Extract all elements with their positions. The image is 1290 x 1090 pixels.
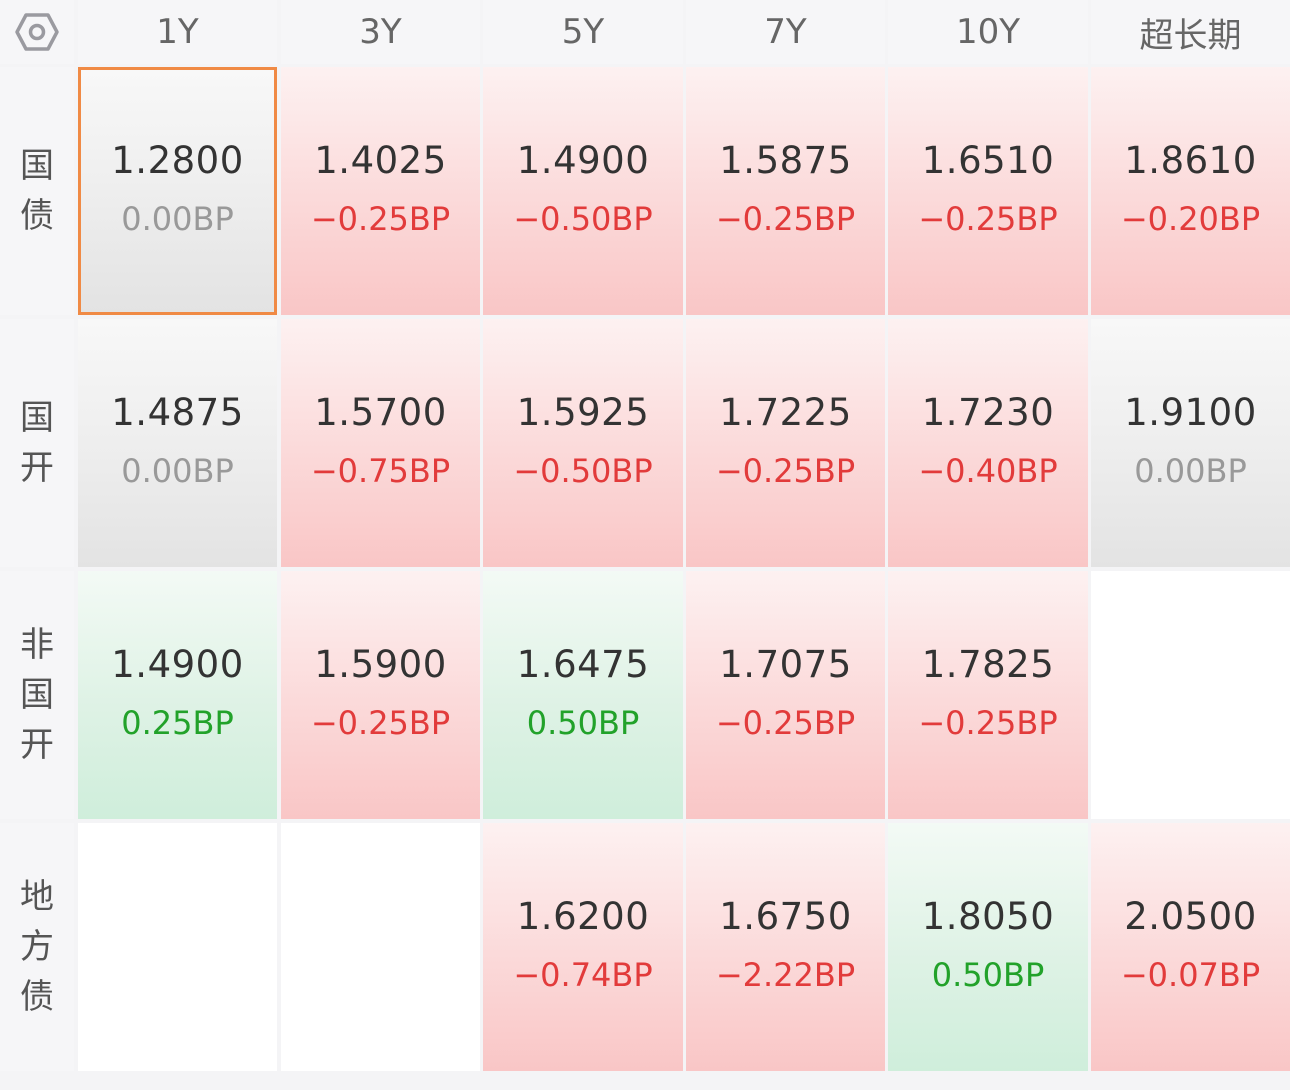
yield-change: −0.25BP (715, 451, 856, 490)
yield-change: 0.50BP (526, 703, 640, 742)
yield-change: −0.25BP (310, 703, 451, 742)
yield-cell[interactable]: 1.7825 −0.25BP (888, 571, 1088, 819)
column-header-3[interactable]: 7Y (686, 0, 885, 64)
column-header-2[interactable]: 5Y (483, 0, 683, 64)
yield-cell[interactable]: 2.0500 −0.07BP (1091, 823, 1290, 1071)
yield-value: 1.7825 (921, 642, 1055, 686)
yield-value: 1.8610 (1124, 138, 1257, 182)
row-header-char: 方 (20, 927, 54, 967)
yield-value: 1.5700 (314, 390, 447, 434)
yield-cell[interactable]: 1.5875 −0.25BP (686, 67, 885, 315)
row-header-char: 债 (20, 196, 54, 236)
yield-change: −0.07BP (1120, 955, 1261, 994)
row-header-char: 国 (20, 146, 54, 186)
yield-change: −0.25BP (918, 199, 1058, 238)
yield-change: 0.00BP (1134, 451, 1247, 490)
row-header-char: 国 (20, 398, 54, 438)
yield-value: 1.2800 (111, 138, 244, 182)
row-header-1: 国开 (0, 319, 74, 567)
yield-change: −0.25BP (715, 199, 856, 238)
yield-cell[interactable]: 1.4875 0.00BP (78, 319, 277, 567)
column-header-4[interactable]: 10Y (888, 0, 1088, 64)
yield-cell[interactable]: 1.6475 0.50BP (483, 571, 683, 819)
yield-cell[interactable]: 1.9100 0.00BP (1091, 319, 1290, 567)
yield-change: −0.25BP (715, 703, 856, 742)
yield-cell[interactable]: 1.6200 −0.74BP (483, 823, 683, 1071)
yield-cell[interactable]: 1.4900 0.25BP (78, 571, 277, 819)
yield-value: 1.5925 (516, 390, 650, 434)
yield-cell[interactable]: 1.5700 −0.75BP (281, 319, 480, 567)
yield-change: −0.75BP (310, 451, 451, 490)
yield-cell[interactable]: 1.5900 −0.25BP (281, 571, 480, 819)
yield-cell[interactable]: 1.7230 −0.40BP (888, 319, 1088, 567)
yield-change: 0.00BP (121, 199, 234, 238)
yield-value: 1.4900 (516, 138, 650, 182)
yield-change: −0.25BP (310, 199, 451, 238)
yield-value: 1.7075 (719, 642, 852, 686)
yield-change: −0.40BP (918, 451, 1058, 490)
yield-value: 1.6475 (516, 642, 650, 686)
column-header-0[interactable]: 1Y (78, 0, 277, 64)
yield-value: 1.4875 (111, 390, 244, 434)
yield-value: 1.6750 (719, 894, 852, 938)
yield-change: −0.74BP (513, 955, 653, 994)
yield-cell[interactable]: 1.4900 −0.50BP (483, 67, 683, 315)
yield-value: 1.4900 (111, 642, 244, 686)
empty-cell (1091, 571, 1290, 819)
yield-value: 1.7230 (921, 390, 1055, 434)
yield-value: 2.0500 (1124, 894, 1257, 938)
yield-cell[interactable]: 1.5925 −0.50BP (483, 319, 683, 567)
row-header-char: 开 (20, 725, 54, 765)
yield-cell[interactable]: 1.8050 0.50BP (888, 823, 1088, 1071)
yield-value: 1.6510 (921, 138, 1055, 182)
yield-value: 1.9100 (1124, 390, 1257, 434)
yield-change: −0.20BP (1120, 199, 1261, 238)
row-header-char: 开 (20, 448, 54, 488)
yield-change: 0.25BP (121, 703, 234, 742)
column-header-5[interactable]: 超长期 (1091, 0, 1290, 64)
yield-cell[interactable]: 1.4025 −0.25BP (281, 67, 480, 315)
row-header-char: 债 (20, 977, 54, 1017)
yield-change: −0.25BP (918, 703, 1058, 742)
hexagon-settings-icon (15, 13, 59, 51)
yield-value: 1.5875 (719, 138, 852, 182)
column-header-1[interactable]: 3Y (281, 0, 480, 64)
yield-value: 1.8050 (921, 894, 1055, 938)
yield-cell[interactable]: 1.7075 −0.25BP (686, 571, 885, 819)
yield-change: −2.22BP (715, 955, 856, 994)
row-header-char: 地 (20, 877, 54, 917)
row-header-char: 非 (20, 625, 54, 665)
yield-change: −0.50BP (513, 199, 653, 238)
yield-value: 1.5900 (314, 642, 447, 686)
yield-cell[interactable]: 1.6510 −0.25BP (888, 67, 1088, 315)
empty-cell (78, 823, 277, 1071)
yield-change: 0.50BP (931, 955, 1045, 994)
row-header-2: 非国开 (0, 571, 74, 819)
row-header-0: 国债 (0, 67, 74, 315)
row-header-char: 国 (20, 675, 54, 715)
row-header-3: 地方债 (0, 823, 74, 1071)
yield-cell[interactable]: 1.2800 0.00BP (78, 67, 277, 315)
yield-value: 1.7225 (719, 390, 852, 434)
yield-value: 1.6200 (516, 894, 650, 938)
yield-change: 0.00BP (121, 451, 234, 490)
yield-cell[interactable]: 1.8610 −0.20BP (1091, 67, 1290, 315)
yield-value: 1.4025 (314, 138, 447, 182)
settings-button[interactable] (0, 0, 74, 64)
yield-change: −0.50BP (513, 451, 653, 490)
yield-cell[interactable]: 1.7225 −0.25BP (686, 319, 885, 567)
empty-cell (281, 823, 480, 1071)
yield-cell[interactable]: 1.6750 −2.22BP (686, 823, 885, 1071)
